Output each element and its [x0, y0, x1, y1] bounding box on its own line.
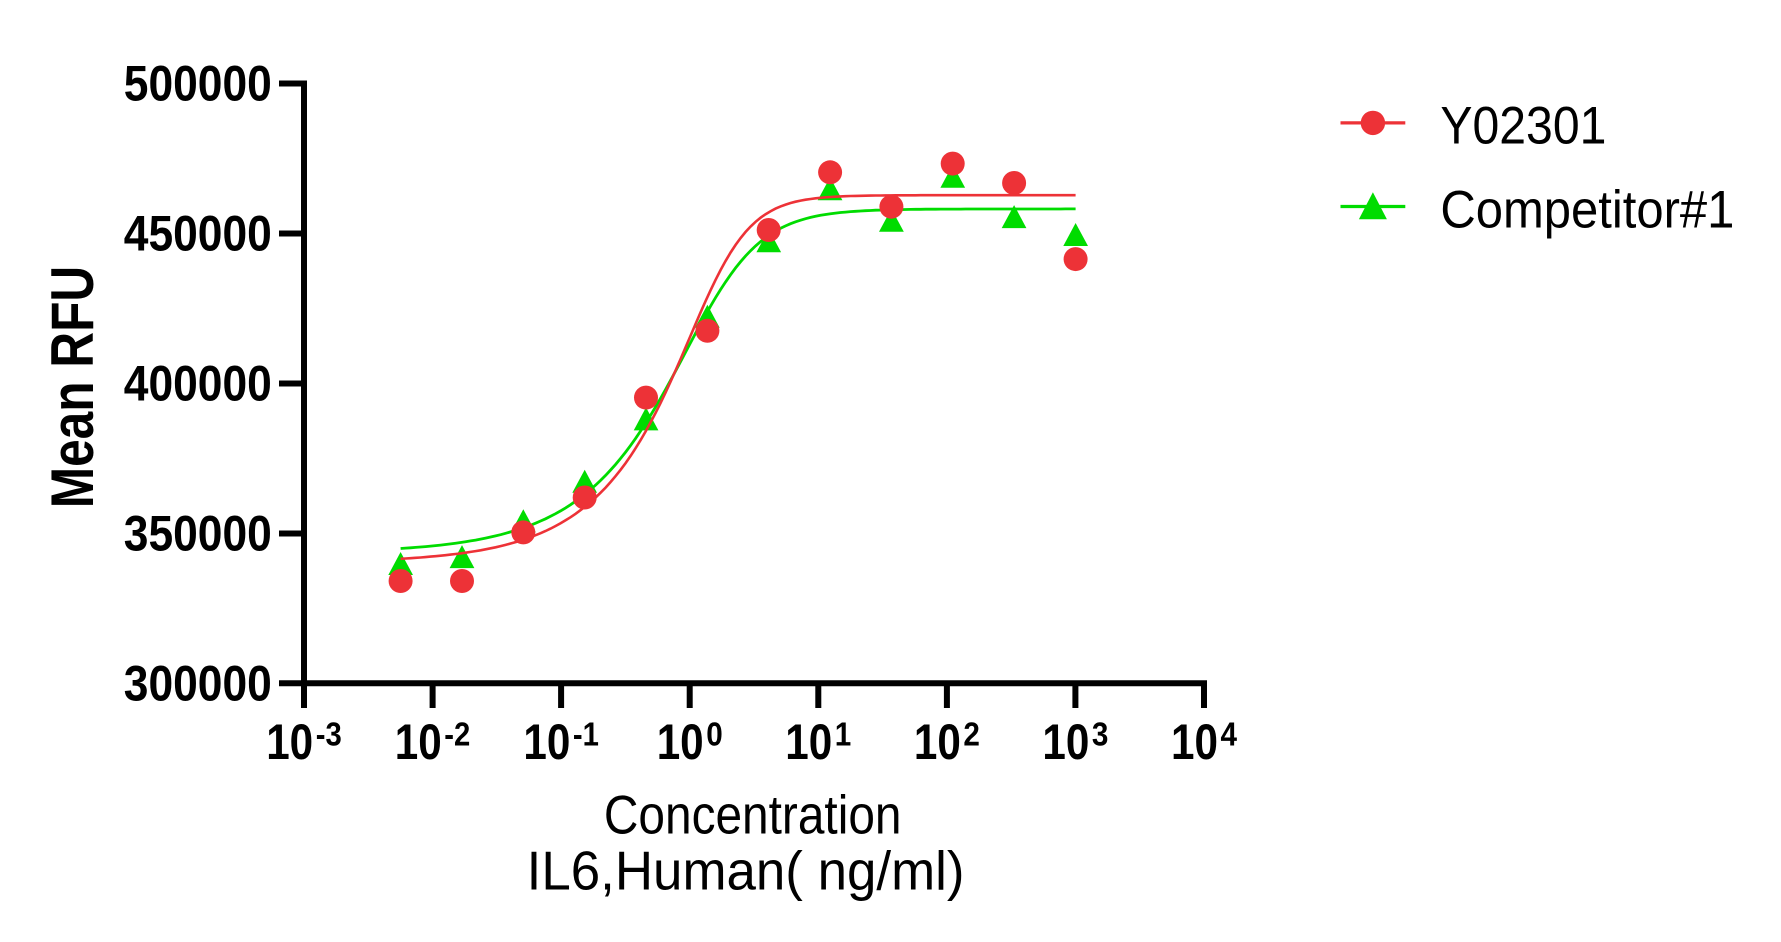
svg-text:500000: 500000 — [124, 56, 272, 112]
svg-text:4: 4 — [1221, 716, 1238, 753]
svg-text:10: 10 — [266, 714, 313, 770]
svg-text:10: 10 — [914, 714, 961, 770]
svg-text:2: 2 — [963, 716, 980, 753]
svg-text:IL6,Human( ng/ml): IL6,Human( ng/ml) — [527, 840, 965, 902]
svg-text:350000: 350000 — [124, 506, 272, 562]
svg-text:300000: 300000 — [124, 656, 272, 712]
svg-text:Competitor#1: Competitor#1 — [1440, 181, 1734, 240]
svg-text:10: 10 — [785, 714, 832, 770]
svg-text:0: 0 — [706, 716, 723, 753]
svg-text:10: 10 — [1042, 714, 1089, 770]
svg-text:450000: 450000 — [124, 206, 272, 262]
svg-text:-1: -1 — [573, 716, 599, 753]
svg-text:Y02301: Y02301 — [1440, 97, 1606, 156]
svg-text:-3: -3 — [316, 716, 342, 753]
svg-text:Concentration: Concentration — [604, 783, 902, 845]
svg-text:Mean RFU: Mean RFU — [39, 266, 106, 508]
svg-text:3: 3 — [1092, 716, 1109, 753]
svg-text:10: 10 — [395, 714, 442, 770]
svg-text:10: 10 — [1171, 714, 1218, 770]
svg-text:10: 10 — [523, 714, 570, 770]
svg-text:-2: -2 — [444, 716, 470, 753]
svg-text:400000: 400000 — [124, 356, 272, 412]
svg-text:10: 10 — [657, 714, 704, 770]
svg-text:1: 1 — [835, 716, 852, 753]
